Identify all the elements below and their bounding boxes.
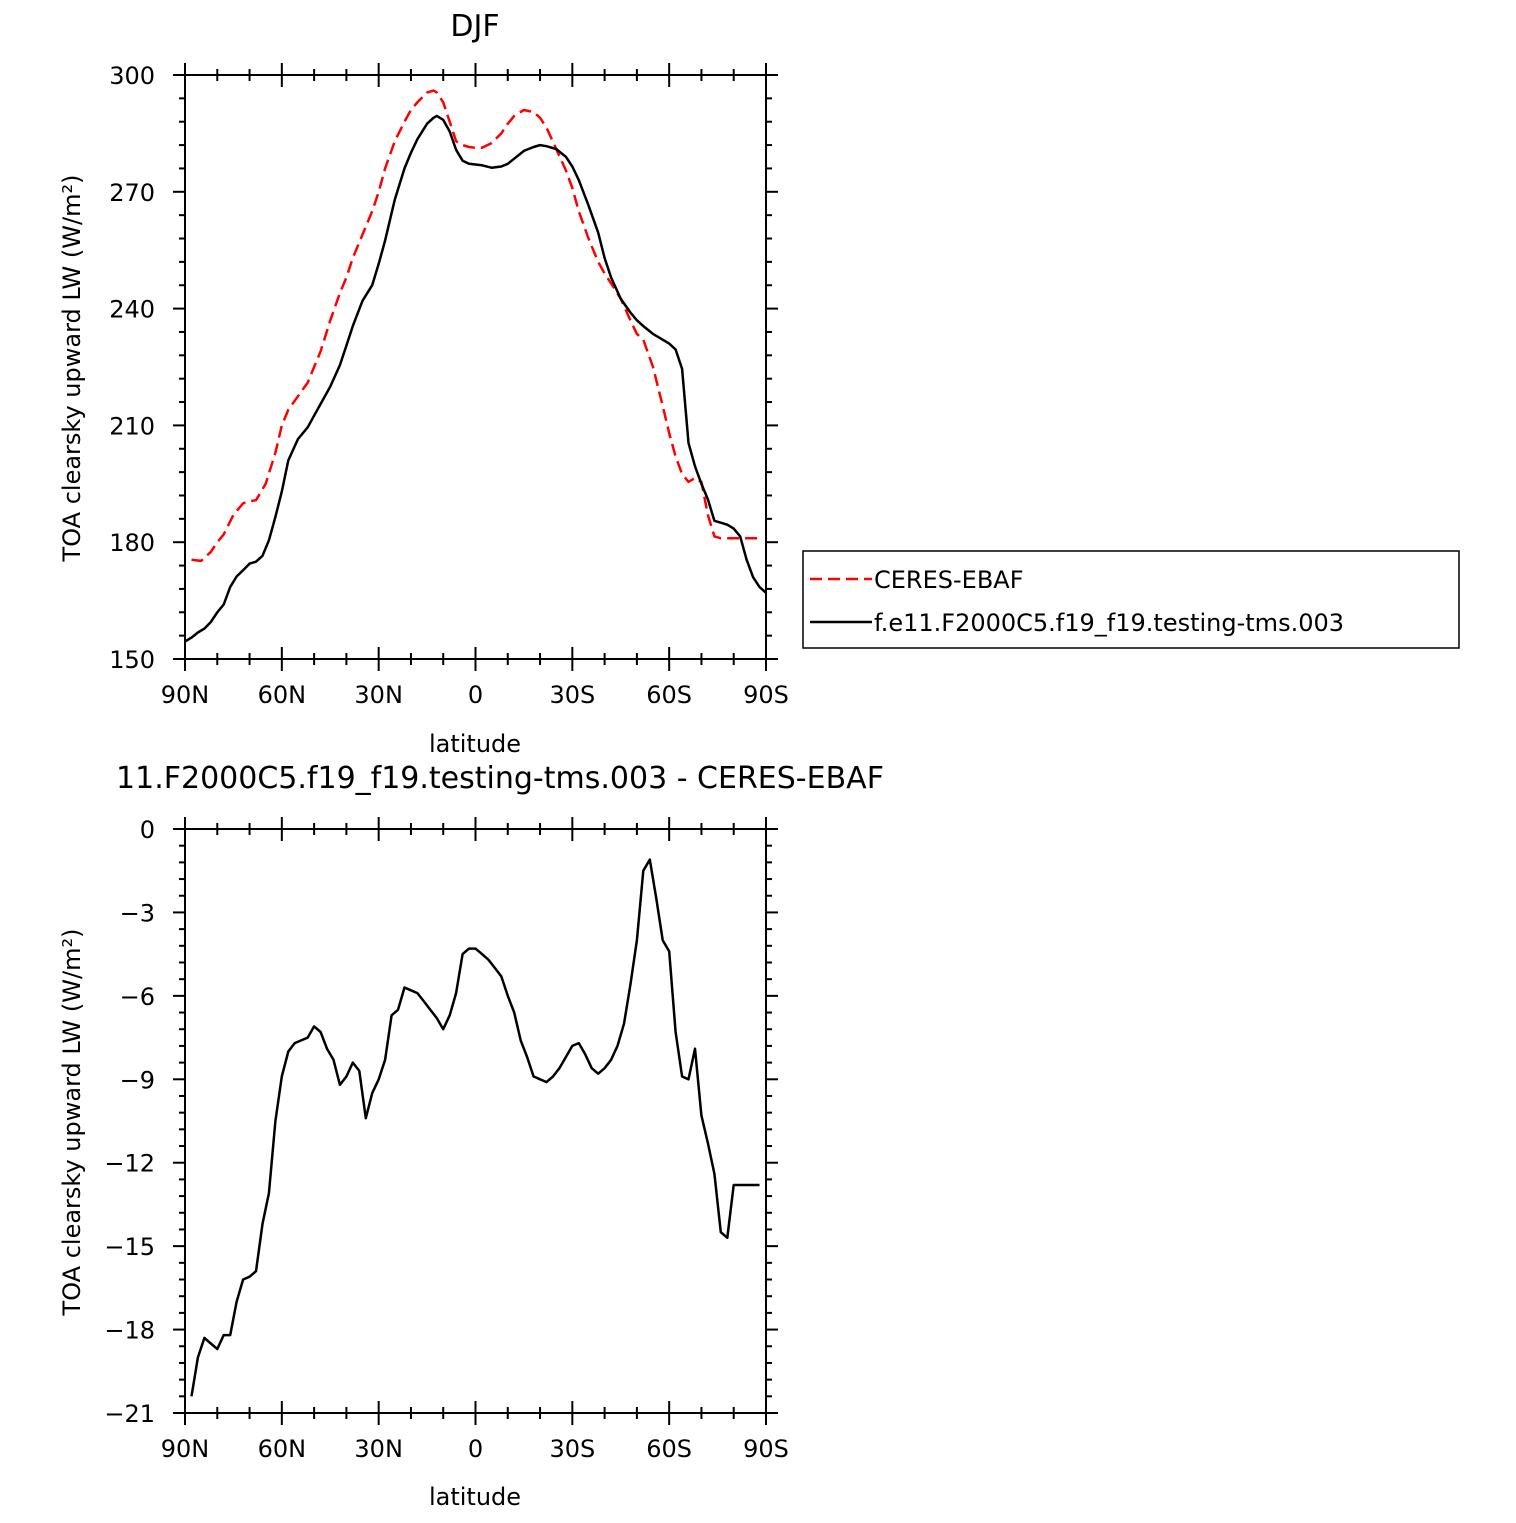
x-tick-label: 0 xyxy=(468,1435,483,1463)
y-tick-label: −18 xyxy=(104,1317,155,1345)
y-axis-title: TOA clearsky upward LW (W/m²) xyxy=(58,175,86,563)
series-line-difference xyxy=(190,858,760,1397)
x-tick-label: 60S xyxy=(646,1435,692,1463)
axes: 90N 60N 30N 0 30S 60S 90S 150 180 210 240 270 300 xyxy=(109,62,789,709)
x-tick-label: 30N xyxy=(354,1435,403,1463)
plot-frame xyxy=(184,828,767,1414)
x-tick-label: 90S xyxy=(743,681,789,709)
series-group xyxy=(184,89,767,643)
x-axis-title: latitude xyxy=(429,1483,521,1511)
series-line-model xyxy=(184,114,767,643)
y-tick-label: 210 xyxy=(109,412,155,440)
x-axis-title: latitude xyxy=(429,730,521,758)
y-tick-label: −15 xyxy=(104,1233,155,1261)
y-tick-label: −9 xyxy=(120,1066,155,1094)
chart-title: 11.F2000C5.f19_f19.testing-tms.003 - CER… xyxy=(116,761,884,796)
series-line-ceres-ebaf xyxy=(191,89,760,563)
axes: 90N 60N 30N 0 30S 60S 90S 0 −3 −6 −9 −12 −15 −18 −21 xyxy=(104,816,789,1463)
x-tick-label: 60S xyxy=(646,681,692,709)
y-tick-label: −12 xyxy=(104,1150,155,1178)
chart-title: DJF xyxy=(450,9,499,44)
y-axis-title: TOA clearsky upward LW (W/m²) xyxy=(58,929,86,1317)
y-tick-label: 240 xyxy=(109,296,155,324)
y-tick-label: −21 xyxy=(104,1400,155,1428)
y-tick-label: 300 xyxy=(109,62,155,90)
legend: CERES-EBAF f.e11.F2000C5.f19_f19.testing… xyxy=(802,550,1460,649)
x-tick-label: 60N xyxy=(258,681,307,709)
legend-label-model: f.e11.F2000C5.f19_f19.testing-tms.003 xyxy=(874,609,1344,637)
x-tick-label: 90N xyxy=(161,681,210,709)
plot-frame xyxy=(184,74,767,660)
chart-top: DJF 90N 60N 30N 0 30S 60S 90S 150 180 210 240 270 30… xyxy=(58,9,1460,758)
legend-label-ceres: CERES-EBAF xyxy=(874,566,1024,594)
y-tick-label: 0 xyxy=(140,816,155,844)
x-tick-label: 30N xyxy=(354,681,403,709)
x-tick-label: 0 xyxy=(468,681,483,709)
y-tick-label: 180 xyxy=(109,529,155,557)
y-tick-label: 270 xyxy=(109,179,155,207)
y-tick-label: −3 xyxy=(120,899,155,927)
legend-box xyxy=(802,550,1460,649)
x-tick-label: 90S xyxy=(743,1435,789,1463)
x-tick-label: 60N xyxy=(258,1435,307,1463)
y-tick-label: −6 xyxy=(120,983,155,1011)
x-tick-label: 90N xyxy=(161,1435,210,1463)
series-group xyxy=(190,858,760,1397)
x-tick-label: 30S xyxy=(549,681,595,709)
y-tick-label: 150 xyxy=(109,646,155,674)
chart-bottom: 11.F2000C5.f19_f19.testing-tms.003 - CER… xyxy=(58,761,884,1511)
x-tick-label: 30S xyxy=(549,1435,595,1463)
